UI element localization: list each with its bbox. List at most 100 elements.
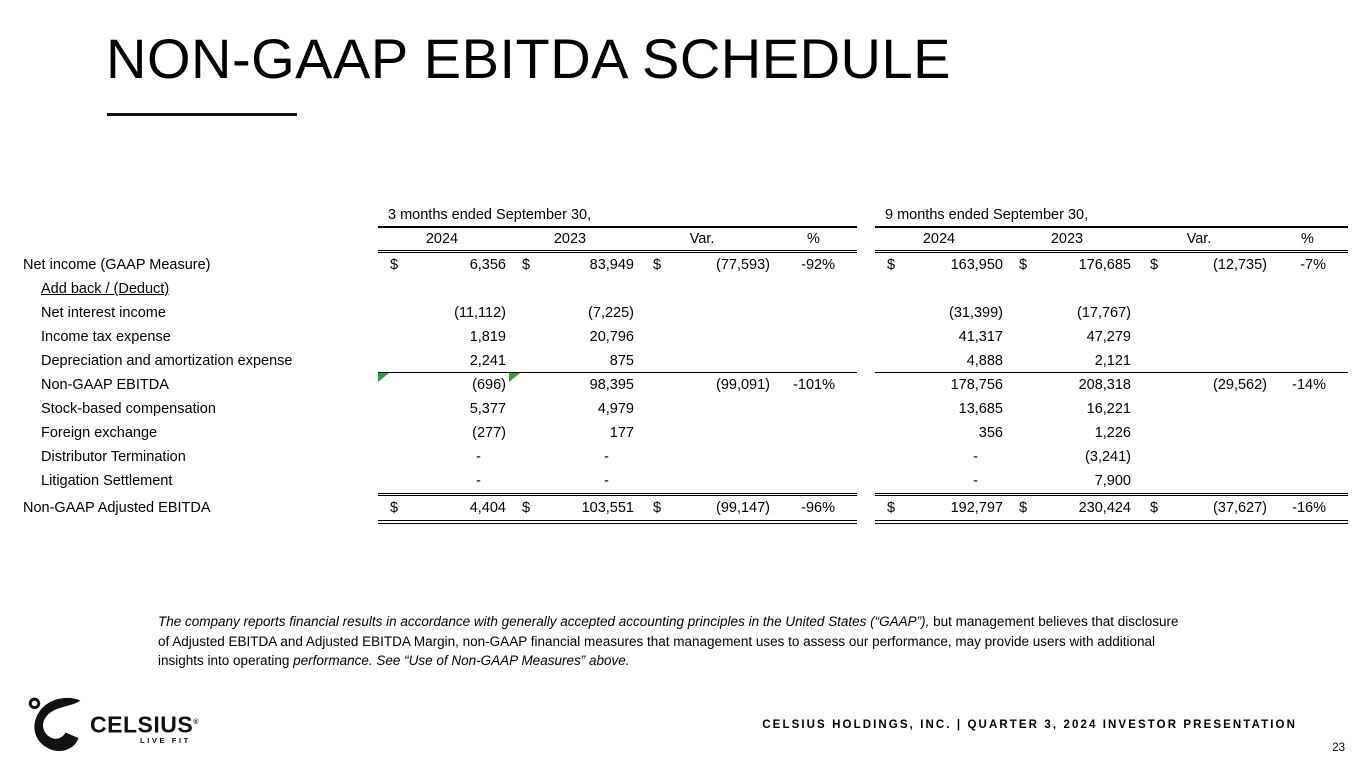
column-header-pct: %: [1301, 231, 1314, 247]
cell-value-2023: [534, 277, 634, 301]
table-row: Stock-based compensation 5,377 4,979 13,…: [23, 397, 1348, 421]
cell-dollar-sign: [875, 325, 899, 349]
column-header-var: Var.: [689, 231, 715, 247]
cell-percent: [1267, 421, 1348, 445]
cell-dollar-sign: [875, 349, 899, 372]
cell-value-2023: 1,226: [1094, 425, 1131, 441]
cell-value-2024: 4,888: [966, 353, 1003, 369]
cell-percent: [770, 469, 857, 493]
page-title: NON-GAAP EBITDA SCHEDULE: [106, 27, 951, 90]
table-row: Add back / (Deduct): [23, 277, 1348, 301]
cell-dollar-sign: [1003, 301, 1031, 325]
cell-dollar-sign: [1131, 301, 1155, 325]
cell-variance: [658, 301, 770, 325]
column-headers-3-months: 2024 2023 Var. %: [378, 229, 857, 253]
cell-dollar-sign: $: [522, 500, 531, 516]
group-header-3-months: 3 months ended September 30,: [378, 205, 857, 228]
celsius-logo: CELSIUS® LIVE FIT: [26, 694, 199, 754]
row-cells-9-months: - (3,241): [875, 445, 1348, 469]
row-cells-9-months: 41,317 47,279: [875, 325, 1348, 349]
cell-value-2024: [402, 277, 506, 301]
cell-percent: [1267, 397, 1348, 421]
cell-dollar-sign: [634, 421, 658, 445]
cell-dollar-sign: [875, 397, 899, 421]
cell-variance: [658, 349, 770, 372]
cell-value-2023: 230,424: [1078, 500, 1131, 516]
table-row: Net interest income (11,112) (7,225) (31…: [23, 301, 1348, 325]
row-cells-3-months: - -: [378, 469, 857, 493]
cell-dollar-sign: [1131, 277, 1155, 301]
cell-dollar-sign: [378, 325, 402, 349]
cell-dollar-sign: [634, 445, 658, 469]
row-label: Stock-based compensation: [23, 397, 378, 421]
cell-variance: (99,091): [715, 377, 770, 393]
row-cells-9-months: 13,685 16,221: [875, 397, 1348, 421]
cell-percent: [770, 349, 857, 372]
row-label-text: Non-GAAP Adjusted EBITDA: [23, 500, 211, 516]
logo-tagline-text: LIVE FIT: [140, 735, 191, 745]
cell-dollar-sign: $: [1150, 257, 1159, 273]
row-label: Net interest income: [23, 301, 378, 325]
row-label-text: Distributor Termination: [41, 449, 186, 465]
row-cells-3-months: [378, 277, 857, 301]
cell-dollar-sign: [634, 373, 658, 397]
cell-dollar-sign: [875, 445, 899, 469]
cell-value-2023: 7,900: [1094, 473, 1131, 489]
cell-value-2023: 875: [609, 353, 634, 369]
cell-variance: [658, 325, 770, 349]
cell-dollar-sign: [634, 301, 658, 325]
table-body: Net income (GAAP Measure) $ 6,356 $ 83,9…: [23, 253, 1348, 524]
cell-value-2024: 163,950: [950, 257, 1003, 273]
cell-percent: -7%: [1300, 257, 1326, 273]
row-cells-9-months: - 7,900: [875, 469, 1348, 493]
column-header-2024: 2024: [922, 231, 956, 247]
cell-value-2024: -: [476, 449, 481, 465]
cell-percent: [1267, 349, 1348, 372]
cell-value-2024: 1,819: [469, 329, 506, 345]
cell-value-2024: (696): [472, 377, 506, 393]
cell-value-2023: 16,221: [1086, 401, 1131, 417]
celsius-c-swoosh-icon: [28, 697, 81, 751]
cell-percent: -96%: [801, 500, 835, 516]
cell-dollar-sign: $: [1150, 500, 1159, 516]
cell-dollar-sign: [506, 469, 534, 493]
cell-variance: [1155, 277, 1267, 301]
logo-text-block: CELSIUS® LIVE FIT: [90, 713, 199, 745]
row-label: Add back / (Deduct): [23, 277, 378, 301]
logo-brand-text: CELSIUS®: [90, 711, 199, 738]
ebitda-schedule-table: 3 months ended September 30, 9 months en…: [23, 204, 1348, 524]
cell-dollar-sign: [378, 469, 402, 493]
table-row: Distributor Termination - - - (3,241): [23, 445, 1348, 469]
row-cells-3-months: 5,377 4,979: [378, 397, 857, 421]
cell-variance: [658, 469, 770, 493]
slide-footer-text: CELSIUS HOLDINGS, INC. | QUARTER 3, 2024…: [762, 719, 1297, 731]
cell-percent: -101%: [793, 377, 835, 393]
row-cells-9-months: 178,756 208,318 (29,562) -14%: [875, 373, 1348, 397]
registered-mark-icon: ®: [193, 719, 199, 727]
cell-variance: [658, 397, 770, 421]
row-label-text: Depreciation and amortization expense: [41, 353, 293, 369]
table-group-header-row: 3 months ended September 30, 9 months en…: [23, 204, 1348, 228]
row-cells-3-months: 2,241 875: [378, 349, 857, 373]
cell-percent: [1267, 469, 1348, 493]
cell-value-2023: 103,551: [581, 500, 634, 516]
row-label: Net income (GAAP Measure): [23, 253, 378, 277]
cell-dollar-sign: [634, 349, 658, 372]
cell-value-2024: 356: [978, 425, 1003, 441]
cell-value-2024: 6,356: [469, 257, 506, 273]
cell-dollar-sign: [875, 469, 899, 493]
cell-value-2023: 47,279: [1086, 329, 1131, 345]
row-label: Depreciation and amortization expense: [23, 349, 378, 373]
row-cells-3-months: $ 4,404 $ 103,551 $ (99,147) -96%: [378, 493, 857, 524]
gaap-disclosure-footnote: The company reports financial results in…: [158, 612, 1188, 671]
cell-value-2023: 2,121: [1094, 353, 1131, 369]
cell-dollar-sign: [875, 373, 899, 397]
cell-value-2024: -: [476, 473, 481, 489]
cell-variance: [1155, 421, 1267, 445]
cell-percent: -14%: [1292, 377, 1326, 393]
cell-variance: (29,562): [1212, 377, 1267, 393]
cell-value-2023: 177: [609, 425, 634, 441]
cell-variance: (99,147): [715, 500, 770, 516]
cell-dollar-sign: [1003, 349, 1031, 372]
cell-dollar-sign: [634, 397, 658, 421]
